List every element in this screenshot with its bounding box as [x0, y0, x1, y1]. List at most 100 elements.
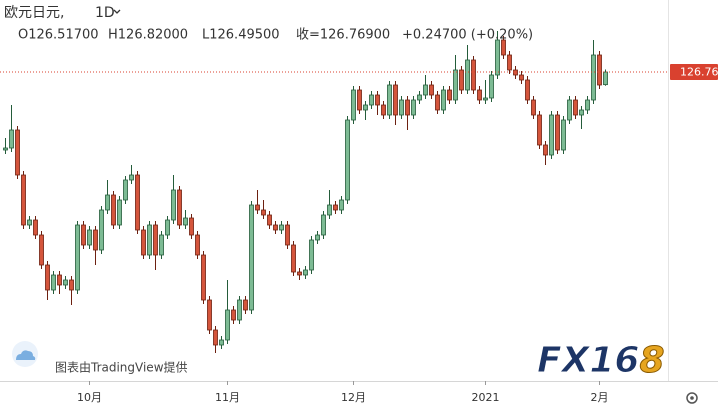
candle-body	[591, 54, 596, 101]
candle-body	[63, 279, 68, 286]
candle-body	[195, 234, 200, 256]
candle-body	[189, 217, 194, 236]
candle-body	[501, 39, 506, 56]
candle-body	[393, 84, 398, 116]
candle-body	[255, 204, 260, 211]
ohlc-value: O126.51700	[18, 28, 99, 43]
candle-body	[33, 219, 38, 236]
candle-body	[99, 209, 104, 251]
candle-body	[351, 89, 356, 121]
candle-body	[399, 99, 404, 116]
last-price-tag	[670, 64, 718, 81]
candle-body	[453, 69, 458, 101]
logo-accent: 8	[639, 340, 664, 381]
candle-body	[303, 269, 308, 276]
last-price-label: 126.769	[680, 66, 718, 79]
candle-body	[237, 299, 242, 321]
candle-body	[279, 224, 284, 231]
candle-body	[15, 129, 20, 176]
candle-body	[129, 174, 134, 181]
candle-body	[171, 189, 176, 221]
x-tick-label: 10月	[77, 391, 102, 404]
candle-body	[423, 84, 428, 96]
candle-body	[207, 299, 212, 331]
candle-body	[297, 271, 302, 276]
interval[interactable]: 1D	[95, 5, 115, 21]
candle-body	[267, 214, 272, 226]
x-tick-label: 2021	[472, 391, 500, 404]
logo-main: FX16	[537, 340, 639, 381]
ohlc-value: H126.82000	[108, 28, 188, 43]
candle-body	[519, 74, 524, 81]
candle-body	[3, 147, 8, 151]
candle-body	[411, 99, 416, 116]
x-tick-label: 12月	[341, 391, 366, 404]
candle-body	[177, 189, 182, 226]
candle-body	[57, 274, 62, 286]
interval-chevron[interactable]	[113, 9, 121, 14]
candle-body	[471, 59, 476, 91]
candle-body	[597, 54, 602, 86]
candle-body	[273, 224, 278, 231]
candle-body	[429, 84, 434, 96]
candle-body	[285, 224, 290, 246]
candle-body	[459, 69, 464, 91]
candle-body	[549, 114, 554, 156]
candle-body	[135, 174, 140, 231]
candle-body	[387, 84, 392, 116]
candle-body	[369, 94, 374, 106]
candle-body	[525, 79, 530, 101]
candle-body	[345, 119, 350, 201]
ohlc-header: O126.51700 H126.82000 L126.49500 收=126.7690…	[18, 28, 533, 43]
candle-body	[555, 114, 560, 151]
gear-ring[interactable]	[686, 392, 698, 404]
symbol-title: 欧元日元,	[4, 5, 64, 21]
candle-body	[69, 279, 74, 291]
settings-icon[interactable]	[686, 392, 698, 404]
candle-body	[123, 179, 128, 201]
candle-body	[291, 244, 296, 273]
candle-body	[141, 229, 146, 256]
candle-body	[579, 109, 584, 116]
watermark: 图表由TradingView提供	[55, 360, 188, 375]
candle-body	[183, 217, 188, 226]
candle-body	[435, 94, 440, 111]
candle-body	[561, 119, 566, 151]
candle-body	[231, 309, 236, 321]
candle-body	[321, 214, 326, 236]
candle-body	[507, 54, 512, 71]
candle-body	[489, 74, 494, 99]
candle-body	[465, 59, 470, 91]
gear-center[interactable]	[690, 396, 694, 400]
candle-body	[201, 254, 206, 301]
candle-body	[159, 234, 164, 256]
candle-body	[105, 194, 110, 211]
candle-body	[363, 104, 368, 111]
logo: FX168	[537, 340, 665, 381]
candle-body	[21, 174, 26, 226]
candle-body	[309, 239, 314, 271]
candle-body	[45, 264, 50, 291]
candle-body	[51, 274, 56, 291]
candle-body	[39, 234, 44, 266]
candle-body	[213, 329, 218, 346]
candles	[3, 31, 608, 353]
candle-body	[375, 94, 380, 106]
candle-body	[315, 234, 320, 241]
candle-body	[483, 97, 488, 101]
candle-body	[93, 229, 98, 251]
x-tick-label: 2月	[591, 391, 609, 404]
candle-body	[249, 204, 254, 311]
candle-body	[327, 204, 332, 216]
candle-body	[603, 71, 608, 86]
candle-body	[81, 224, 86, 246]
candle-body	[405, 99, 410, 116]
candle-body	[111, 194, 116, 226]
ohlc-value: 收=126.76900	[296, 28, 390, 43]
candle-body	[87, 229, 92, 246]
candle-body	[447, 89, 452, 101]
candle-body	[147, 224, 152, 256]
candle-body	[165, 219, 170, 236]
candle-body	[381, 104, 386, 116]
